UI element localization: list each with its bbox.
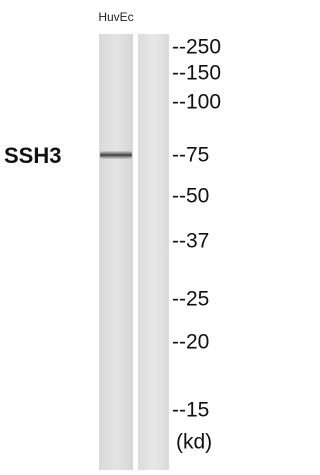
marker-label: --20 xyxy=(172,331,209,354)
marker-label: --100 xyxy=(172,91,221,114)
marker-label: --25 xyxy=(172,288,209,311)
marker-label: --15 xyxy=(172,399,209,422)
marker-label: --150 xyxy=(172,62,221,85)
lane xyxy=(138,34,169,470)
lane xyxy=(99,34,133,470)
marker-ladder: --250 --150 --100 --75 --50 --37 --25 --… xyxy=(172,36,221,454)
marker-label: --250 xyxy=(172,36,221,59)
band xyxy=(100,151,132,159)
unit-label: (kd) xyxy=(176,431,212,454)
blot-figure: HuvEc SSH3 --250 --150 --100 --75 --50 -… xyxy=(0,0,248,470)
lane-label: HuvEc xyxy=(98,10,133,24)
protein-label: SSH3 xyxy=(4,143,61,168)
marker-label: --50 xyxy=(172,185,209,208)
marker-label: --75 xyxy=(172,144,209,167)
marker-label: --37 xyxy=(172,230,209,253)
